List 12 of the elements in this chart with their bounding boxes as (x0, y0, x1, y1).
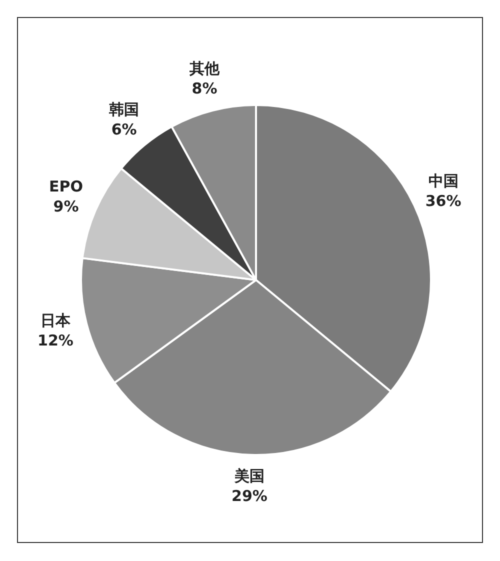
slice-label: 中国 (428, 172, 458, 190)
slice-label: EPO (49, 178, 84, 196)
data-label: 6% (111, 120, 137, 138)
data-label: 12% (38, 331, 74, 350)
slice-label: 日本 (40, 311, 72, 330)
data-label: 8% (192, 79, 218, 98)
data-label: 36% (425, 192, 462, 210)
slice-label: 韩国 (108, 100, 140, 118)
data-label: 9% (53, 198, 79, 216)
slice-label: 美国 (234, 466, 264, 485)
slice-label: 其他 (188, 59, 221, 78)
data-label: 29% (232, 486, 268, 505)
